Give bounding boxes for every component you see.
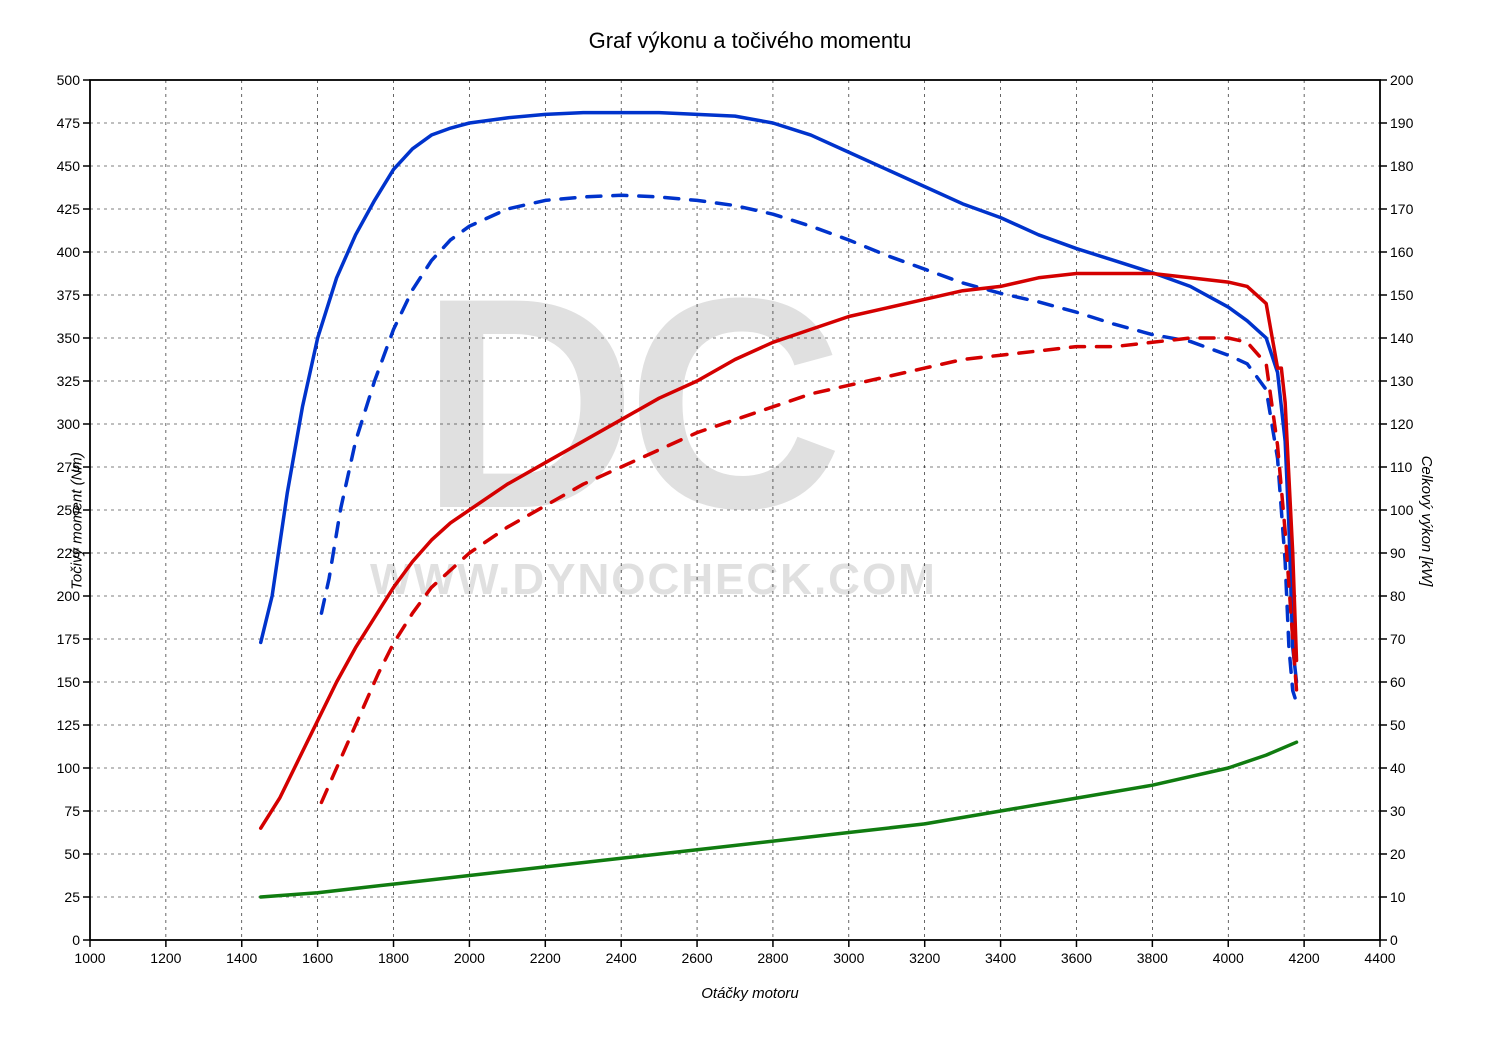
yr-tick-130: 130 <box>1390 373 1413 389</box>
x-tick-1200: 1200 <box>150 950 181 966</box>
x-tick-3200: 3200 <box>909 950 940 966</box>
series-power-stock <box>321 338 1296 802</box>
x-axis-label: Otáčky motoru <box>0 985 1500 1002</box>
x-tick-2000: 2000 <box>454 950 485 966</box>
yr-tick-170: 170 <box>1390 201 1413 217</box>
x-tick-3800: 3800 <box>1137 950 1168 966</box>
yl-tick-75: 75 <box>64 803 80 819</box>
yl-tick-425: 425 <box>57 201 80 217</box>
yr-tick-40: 40 <box>1390 760 1406 776</box>
yr-tick-50: 50 <box>1390 717 1406 733</box>
yr-tick-150: 150 <box>1390 287 1413 303</box>
yl-tick-500: 500 <box>57 72 80 88</box>
x-tick-3600: 3600 <box>1061 950 1092 966</box>
yr-tick-100: 100 <box>1390 502 1413 518</box>
yr-tick-200: 200 <box>1390 72 1413 88</box>
yl-tick-400: 400 <box>57 244 80 260</box>
yl-tick-250: 250 <box>57 502 80 518</box>
yl-tick-150: 150 <box>57 674 80 690</box>
x-tick-1600: 1600 <box>302 950 333 966</box>
yr-tick-0: 0 <box>1390 932 1398 948</box>
series-power-tuned <box>261 274 1297 829</box>
yr-tick-10: 10 <box>1390 889 1406 905</box>
yr-tick-180: 180 <box>1390 158 1413 174</box>
x-tick-2400: 2400 <box>606 950 637 966</box>
yl-tick-50: 50 <box>64 846 80 862</box>
yl-tick-25: 25 <box>64 889 80 905</box>
yl-tick-275: 275 <box>57 459 80 475</box>
yr-tick-110: 110 <box>1390 459 1412 475</box>
series-loss-power <box>261 742 1297 897</box>
yr-tick-30: 30 <box>1390 803 1406 819</box>
y-axis-right-label: Celkový výkon [kW] <box>1418 455 1435 586</box>
yl-tick-300: 300 <box>57 416 80 432</box>
yr-tick-60: 60 <box>1390 674 1406 690</box>
yl-tick-175: 175 <box>57 631 80 647</box>
plot-svg <box>0 0 1500 1041</box>
x-tick-1800: 1800 <box>378 950 409 966</box>
yr-tick-70: 70 <box>1390 631 1406 647</box>
x-tick-2800: 2800 <box>757 950 788 966</box>
x-tick-1400: 1400 <box>226 950 257 966</box>
yr-tick-90: 90 <box>1390 545 1406 561</box>
x-tick-4200: 4200 <box>1289 950 1320 966</box>
yr-tick-190: 190 <box>1390 115 1413 131</box>
x-tick-3400: 3400 <box>985 950 1016 966</box>
yl-tick-100: 100 <box>57 760 80 776</box>
yr-tick-160: 160 <box>1390 244 1413 260</box>
yl-tick-200: 200 <box>57 588 80 604</box>
yl-tick-0: 0 <box>72 932 80 948</box>
yl-tick-450: 450 <box>57 158 80 174</box>
yl-tick-325: 325 <box>57 373 80 389</box>
series-torque-tuned <box>261 113 1297 682</box>
yr-tick-120: 120 <box>1390 416 1413 432</box>
x-tick-3000: 3000 <box>833 950 864 966</box>
yl-tick-225: 225 <box>57 545 80 561</box>
x-tick-1000: 1000 <box>74 950 105 966</box>
yl-tick-475: 475 <box>57 115 80 131</box>
x-tick-2200: 2200 <box>530 950 561 966</box>
x-tick-4400: 4400 <box>1364 950 1395 966</box>
yr-tick-20: 20 <box>1390 846 1406 862</box>
yr-tick-140: 140 <box>1390 330 1413 346</box>
yl-tick-125: 125 <box>57 717 80 733</box>
yl-tick-375: 375 <box>57 287 80 303</box>
yl-tick-350: 350 <box>57 330 80 346</box>
x-tick-4000: 4000 <box>1213 950 1244 966</box>
dyno-chart: Graf výkonu a točivého momentu DC WWW.DY… <box>0 0 1500 1041</box>
yr-tick-80: 80 <box>1390 588 1406 604</box>
x-tick-2600: 2600 <box>681 950 712 966</box>
